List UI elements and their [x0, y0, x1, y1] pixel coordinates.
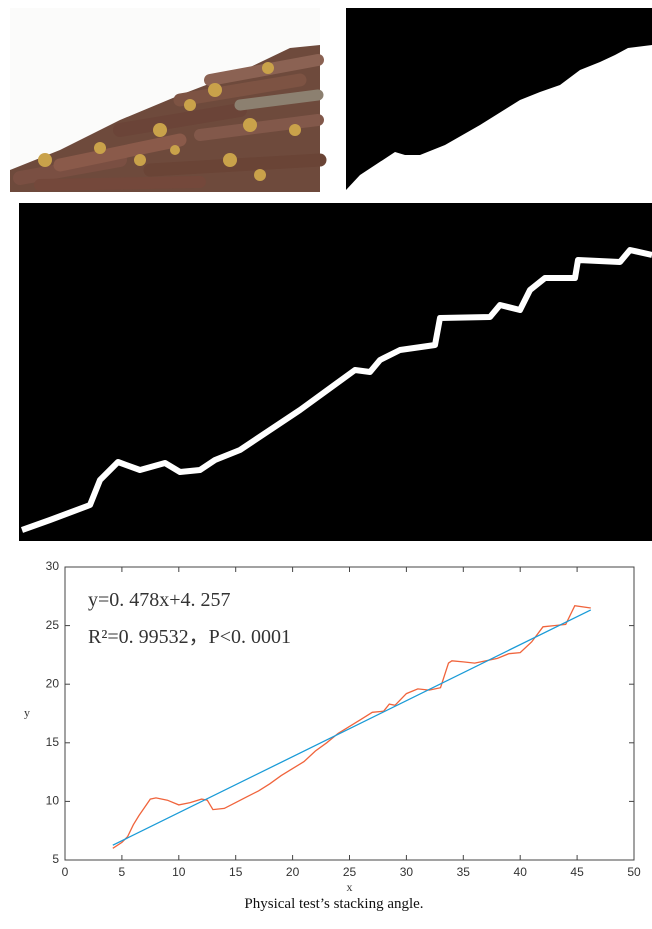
x-tick-label: 15 — [229, 865, 243, 879]
y-tick-label: 10 — [46, 794, 60, 808]
x-tick-label: 50 — [627, 865, 641, 879]
y-tick-label: 25 — [46, 618, 60, 632]
x-axis-label: x — [347, 880, 353, 894]
y-tick-label: 15 — [46, 735, 60, 749]
page: {"figure": {"caption": "Physical test’s … — [0, 0, 652, 929]
edge-image — [19, 203, 652, 541]
y-tick-label: 30 — [46, 559, 60, 573]
y-axis-label: y — [24, 705, 30, 719]
annotation: R²=0. 99532，P<0. 0001 — [88, 626, 291, 648]
x-tick-label: 30 — [400, 865, 414, 879]
x-tick-label: 20 — [286, 865, 300, 879]
x-tick-label: 25 — [343, 865, 357, 879]
y-tick-label: 20 — [46, 676, 60, 690]
x-tick-label: 10 — [172, 865, 186, 879]
photo — [10, 8, 320, 192]
caption: Physical test’s stacking angle. — [244, 896, 423, 912]
x-tick-label: 5 — [119, 865, 126, 879]
y-tick-label: 5 — [52, 852, 59, 866]
annotation: y=0. 478x+4. 257 — [88, 589, 231, 611]
mask-image — [346, 8, 652, 190]
x-tick-label: 45 — [570, 865, 584, 879]
figure: 0510152025303540455051015202530xyy=0. 47… — [0, 0, 652, 929]
x-tick-label: 40 — [514, 865, 528, 879]
x-tick-label: 35 — [457, 865, 471, 879]
x-tick-label: 0 — [62, 865, 69, 879]
